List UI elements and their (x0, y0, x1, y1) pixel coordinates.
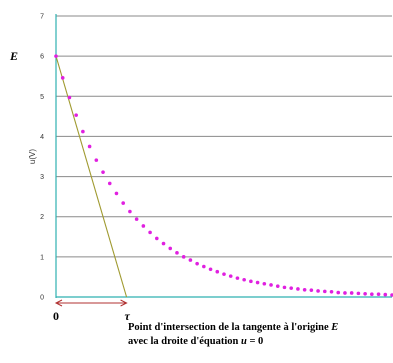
data-point (155, 236, 159, 241)
grid-lines (56, 15, 392, 258)
data-point (148, 230, 152, 235)
data-point (289, 286, 294, 290)
y-tick-label: 6 (40, 54, 44, 61)
data-point (336, 290, 341, 295)
data-point (383, 292, 388, 297)
data-point (101, 170, 105, 174)
caption-line-1-var: E (331, 322, 339, 333)
caption-line-2-text: avec la droite d'équation (128, 336, 241, 347)
data-point (370, 292, 374, 296)
y-axis-label: u(V) (28, 149, 37, 164)
tau-arrow-left-head (54, 299, 63, 307)
data-point (208, 267, 213, 272)
data-point (262, 281, 267, 286)
axes (55, 14, 392, 298)
data-point (175, 251, 179, 255)
data-point (161, 241, 166, 246)
caption-line-1: Point d'intersection de la tangente à l'… (128, 321, 390, 335)
y-tick-label: 3 (40, 174, 44, 181)
data-point (376, 292, 381, 296)
caption: Point d'intersection de la tangente à l'… (128, 321, 390, 349)
tau-label: τ (125, 309, 131, 323)
data-point (195, 261, 199, 266)
data-point (309, 288, 314, 292)
y-tick-label: 5 (40, 94, 44, 101)
tau-marker (54, 299, 128, 307)
data-points (54, 54, 393, 297)
data-point (282, 285, 287, 290)
caption-line-2-var: u (240, 336, 247, 347)
data-point (390, 293, 393, 297)
caption-line-2-suffix: = 0 (246, 336, 264, 347)
data-point (67, 95, 72, 100)
caption-line-1-text: Point d'intersection de la tangente à l'… (128, 322, 332, 333)
origin-label: 0 (53, 309, 59, 323)
data-point (296, 287, 300, 291)
data-point (215, 269, 220, 274)
data-point (202, 264, 206, 269)
tangent-line (55, 55, 128, 298)
data-point (54, 54, 58, 58)
data-point (228, 274, 233, 278)
data-point (114, 191, 119, 196)
data-point (249, 279, 253, 284)
data-point (363, 291, 367, 296)
e-label: E (9, 49, 18, 63)
data-point (329, 289, 334, 294)
data-point (235, 276, 240, 280)
data-point (81, 129, 85, 134)
data-point (134, 217, 139, 221)
tau-arrow-right-head (120, 299, 128, 307)
data-point (269, 283, 273, 287)
y-tick-label: 7 (40, 14, 44, 21)
data-point (343, 291, 347, 295)
data-point (349, 291, 354, 295)
data-point (87, 144, 92, 149)
data-point (356, 291, 361, 296)
data-point (323, 289, 327, 294)
y-tick-label: 2 (40, 214, 44, 221)
data-point (107, 181, 112, 186)
y-tick-label: 0 (40, 295, 44, 302)
data-point (128, 209, 132, 214)
data-point (255, 280, 260, 285)
data-point (222, 272, 226, 276)
y-tick-label: 4 (40, 134, 44, 141)
data-point (168, 246, 173, 251)
caption-line-2: avec la droite d'équation u = 0 (128, 335, 390, 349)
y-tick-label: 1 (40, 254, 44, 261)
tangent-segment (55, 55, 128, 298)
data-point (275, 284, 280, 288)
data-point (94, 158, 99, 162)
data-point (316, 289, 320, 293)
data-point (181, 255, 186, 259)
y-tick-labels: 0 1 2 3 4 5 6 7 (40, 14, 44, 302)
data-point (141, 224, 146, 228)
data-point (121, 201, 125, 205)
data-point (302, 287, 307, 292)
data-point (60, 76, 65, 80)
data-point (188, 258, 193, 262)
data-point (242, 277, 246, 282)
data-point (74, 113, 78, 117)
